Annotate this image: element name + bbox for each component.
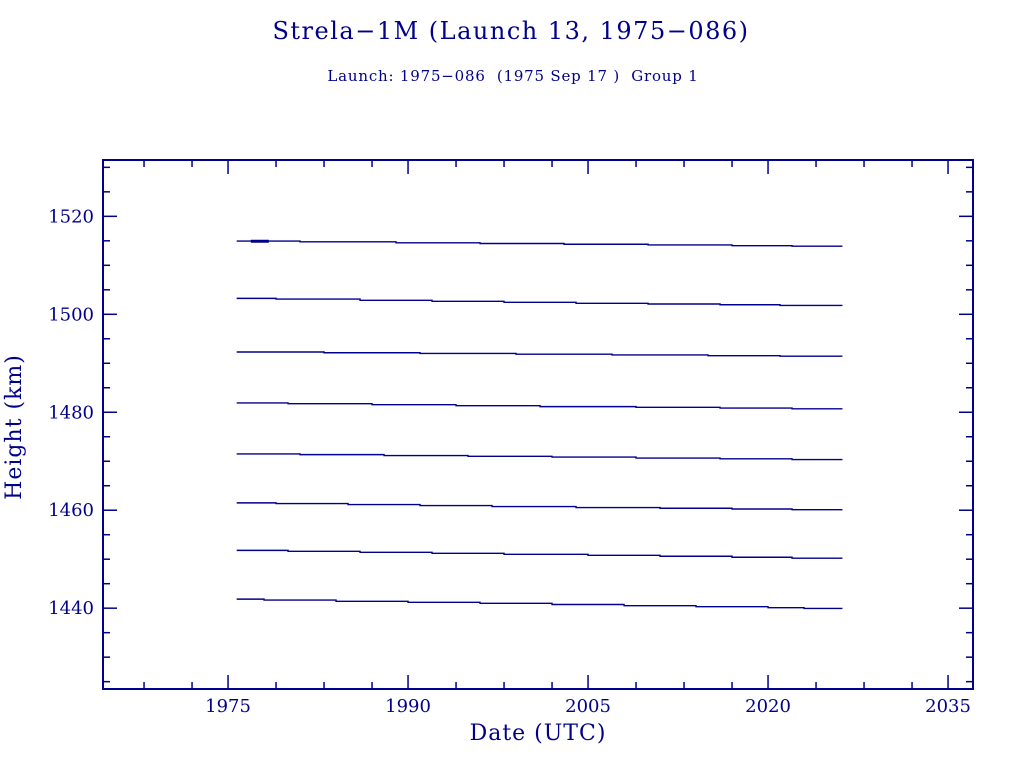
x-tick-label: 2005 — [565, 696, 611, 717]
x-tick-label: 2035 — [925, 696, 971, 717]
x-tick-label: 1990 — [385, 696, 431, 717]
series-line-6 — [236, 502, 843, 511]
plot-frame — [102, 159, 974, 690]
series-line-4 — [236, 402, 843, 410]
plot-area: 1975 1990 2005 2020 2035 1440 1460 1480 1500 1520 — [48, 159, 974, 717]
x-tick-label: 2020 — [745, 696, 791, 717]
series-line-7 — [236, 549, 843, 559]
chart-title: Strela−1M (Launch 13, 1975−086) — [272, 17, 749, 45]
x-tick-label: 1975 — [205, 696, 251, 717]
y-tick-label: 1500 — [48, 304, 94, 325]
series-line-2 — [236, 297, 843, 307]
chart-subtitle: Launch: 1975−086 (1975 Sep 17 ) Group 1 — [327, 67, 698, 85]
series-line-8 — [236, 598, 843, 610]
y-tick-label: 1480 — [48, 402, 94, 423]
x-axis-label: Date (UTC) — [470, 721, 607, 746]
series-line-1 — [236, 240, 843, 247]
series-line-3 — [236, 351, 843, 357]
y-axis-label: Height (km) — [2, 354, 27, 500]
y-tick-label: 1520 — [48, 206, 94, 227]
y-tick-label: 1440 — [48, 598, 94, 619]
series-line-5 — [236, 453, 843, 461]
y-tick-label: 1460 — [48, 500, 94, 521]
